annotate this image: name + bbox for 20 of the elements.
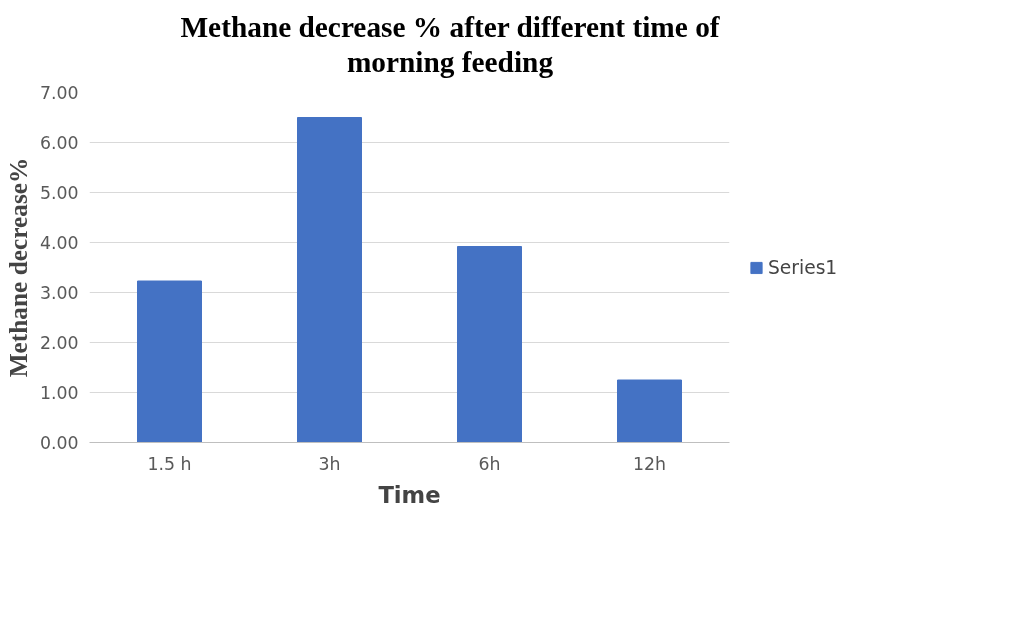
x-tick-label: 6h	[478, 453, 501, 474]
y-tick-label: 7.00	[39, 83, 79, 104]
x-tick-label: 3h	[318, 453, 341, 474]
y-tick-label: 0.00	[39, 433, 79, 454]
legend-label: Series1	[768, 256, 838, 278]
y-axis-title: Methane decrease%	[3, 158, 32, 378]
chart-title: Methane decrease % after different time of morning feeding	[179, 10, 721, 81]
y-tick-label: 5.00	[39, 183, 79, 204]
x-tick-label: 1.5 h	[147, 453, 192, 474]
x-axis-title: Time	[378, 481, 441, 508]
bar	[297, 117, 362, 443]
y-tick-label: 1.00	[39, 383, 79, 404]
x-tick-label: 12h	[632, 453, 667, 474]
bar	[617, 379, 682, 443]
bar	[457, 246, 522, 443]
y-tick-label: 6.00	[39, 133, 79, 154]
y-tick-label: 2.00	[39, 333, 79, 354]
y-tick-label: 4.00	[39, 233, 79, 254]
y-tick-label: 3.00	[39, 283, 79, 304]
bar	[137, 280, 202, 443]
